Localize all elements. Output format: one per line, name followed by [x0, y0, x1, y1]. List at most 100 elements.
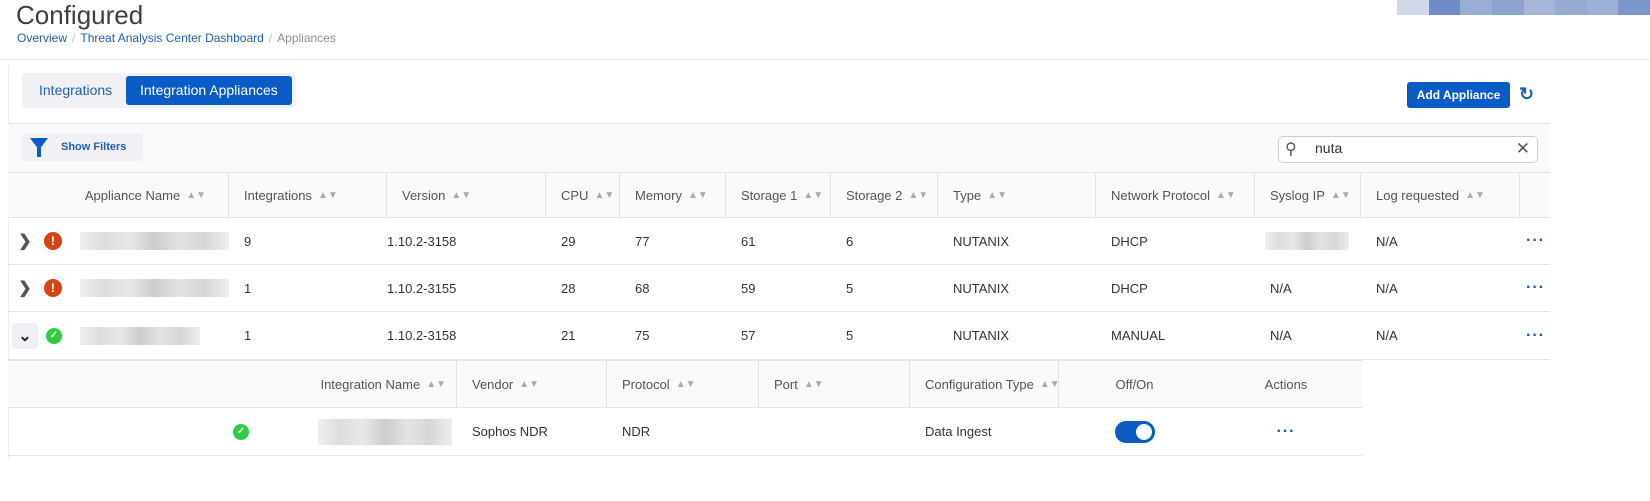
cpu-cell: 28: [561, 280, 576, 296]
syslog-cell: N/A: [1270, 328, 1292, 343]
tab-integration-appliances[interactable]: Integration Appliances: [126, 76, 292, 105]
protocol-cell: DHCP: [1111, 280, 1148, 296]
syslog-cell: N/A: [1270, 280, 1292, 296]
col-configuration-type[interactable]: Configuration Type ▲▼: [910, 361, 1060, 407]
header-label: Protocol: [622, 376, 670, 392]
version-cell: 1.10.2-3158: [387, 328, 457, 343]
divider: [0, 59, 1650, 60]
breadcrumb-current: Appliances: [277, 31, 336, 45]
col-storage2[interactable]: Storage 2 ▲▼: [831, 173, 938, 217]
more-actions-icon[interactable]: ···: [1526, 326, 1545, 344]
content-panel: [8, 65, 1550, 460]
more-actions-icon[interactable]: ···: [1526, 279, 1545, 296]
log-cell: N/A: [1376, 280, 1398, 296]
header-label: Vendor: [472, 376, 514, 392]
col-memory[interactable]: Memory ▲▼: [620, 173, 726, 217]
refresh-icon[interactable]: ↻: [1519, 84, 1535, 104]
col-network-protocol[interactable]: Network Protocol ▲▼: [1096, 173, 1255, 217]
col-actions: Actions: [1210, 361, 1362, 407]
page-title: Configured: [16, 0, 144, 30]
protocol-cell: MANUAL: [1111, 328, 1166, 343]
user-banner-image: [1397, 0, 1650, 15]
breadcrumb-overview[interactable]: Overview: [17, 31, 68, 45]
storage2-cell: 5: [846, 328, 854, 343]
table-row: ⌄ ✓ 1 1.10.2-3158 21 75 57 5 NUTANIX MANU…: [8, 312, 1550, 360]
subtable-row: ✓ Sophos NDR NDR Data Ingest ···: [8, 408, 1362, 456]
col-integrations[interactable]: Integrations ▲▼: [229, 173, 387, 217]
integrations-cell: 1: [244, 328, 252, 343]
type-cell: NUTANIX: [953, 233, 1010, 249]
more-actions-icon[interactable]: ···: [1526, 232, 1545, 249]
protocol-cell: NDR: [622, 424, 651, 439]
table-row: ❯! 9 1.10.2-3158 29 77 61 6 NUTANIX DHCP…: [8, 218, 1550, 265]
syslog-ip-redacted: [1265, 232, 1349, 250]
col-version[interactable]: Version ▲▼: [387, 173, 546, 217]
table-row: ❯! 1 1.10.2-3155 28 68 59 5 NUTANIX DHCP…: [8, 265, 1550, 312]
header-label: Memory: [635, 187, 682, 203]
table-header: Appliance Name ▲▼ Integrations ▲▼ Version ▲…: [8, 172, 1550, 218]
sort-icon: ▲▼: [594, 189, 615, 201]
version-cell: 1.10.2-3158: [387, 233, 457, 249]
col-protocol[interactable]: Protocol ▲▼: [607, 361, 759, 407]
memory-cell: 75: [635, 328, 650, 343]
col-integration-name[interactable]: Integration Name ▲▼: [307, 361, 457, 407]
header-label: Storage 1: [741, 187, 798, 203]
breadcrumb: Overview / Threat Analysis Center Dashboar…: [17, 31, 336, 45]
error-icon: !: [43, 232, 62, 250]
search-box: ⚲ ✕: [1278, 136, 1538, 163]
header-label: Version: [402, 187, 446, 203]
sort-icon: ▲▼: [803, 378, 824, 390]
sort-icon: ▲▼: [908, 189, 929, 201]
sort-icon: ▲▼: [1465, 189, 1485, 201]
col-log-requested[interactable]: Log requested ▲▼: [1361, 173, 1520, 217]
protocol-cell: DHCP: [1111, 233, 1148, 249]
header-label: Log requested: [1376, 187, 1460, 203]
header-label: Syslog IP: [1270, 187, 1325, 203]
search-icon: ⚲: [1285, 141, 1297, 158]
add-appliance-button[interactable]: Add Appliance: [1407, 82, 1510, 108]
collapse-chevron-icon[interactable]: ⌄: [12, 322, 38, 349]
tab-integrations[interactable]: Integrations: [39, 82, 113, 98]
col-port[interactable]: Port ▲▼: [759, 361, 910, 407]
success-icon: ✓: [233, 423, 249, 440]
header-label: Appliance Name: [84, 187, 181, 203]
breadcrumb-dashboard[interactable]: Threat Analysis Center Dashboard: [80, 31, 264, 45]
header-label: Off/On: [1115, 376, 1154, 392]
expand-chevron-icon[interactable]: ❯: [18, 280, 32, 297]
col-syslog-ip[interactable]: Syslog IP ▲▼: [1255, 173, 1361, 217]
header-label: Network Protocol: [1111, 187, 1210, 203]
cpu-cell: 21: [561, 328, 576, 343]
syslog-cell: [1255, 218, 1361, 264]
sort-icon: ▲▼: [426, 378, 446, 390]
storage1-cell: 57: [741, 328, 756, 343]
sort-icon: ▲▼: [803, 189, 824, 201]
sort-icon: ▲▼: [1330, 189, 1351, 201]
error-icon: !: [43, 279, 62, 297]
more-actions-icon[interactable]: ···: [1276, 422, 1296, 440]
enable-toggle[interactable]: [1114, 420, 1155, 443]
cpu-cell: 29: [561, 233, 576, 249]
type-cell: NUTANIX: [953, 328, 1010, 343]
col-storage1[interactable]: Storage 1 ▲▼: [726, 173, 831, 217]
header-label: Type: [953, 187, 982, 203]
sort-icon: ▲▼: [1039, 378, 1060, 390]
storage2-cell: 5: [846, 280, 854, 296]
header-label: Configuration Type: [925, 376, 1034, 392]
appliance-name-redacted: [79, 279, 229, 297]
clear-search-icon[interactable]: ✕: [1515, 139, 1530, 158]
tab-group: Integrations Integration Appliances: [22, 73, 296, 108]
header-label: Storage 2: [846, 187, 903, 203]
col-appliance-name[interactable]: Appliance Name ▲▼: [8, 173, 229, 217]
appliance-name-redacted: [79, 232, 229, 250]
storage2-cell: 6: [846, 233, 854, 249]
expand-chevron-icon[interactable]: ❯: [18, 233, 32, 250]
integration-name-redacted: [318, 418, 452, 445]
memory-cell: 77: [635, 233, 650, 249]
header-label: Port: [774, 376, 798, 392]
header-label: Integration Name: [320, 376, 421, 392]
col-type[interactable]: Type ▲▼: [938, 173, 1096, 217]
col-vendor[interactable]: Vendor ▲▼: [457, 361, 607, 407]
col-cpu[interactable]: CPU ▲▼: [546, 173, 620, 217]
search-input[interactable]: [1315, 140, 1495, 156]
sort-icon: ▲▼: [451, 189, 472, 201]
